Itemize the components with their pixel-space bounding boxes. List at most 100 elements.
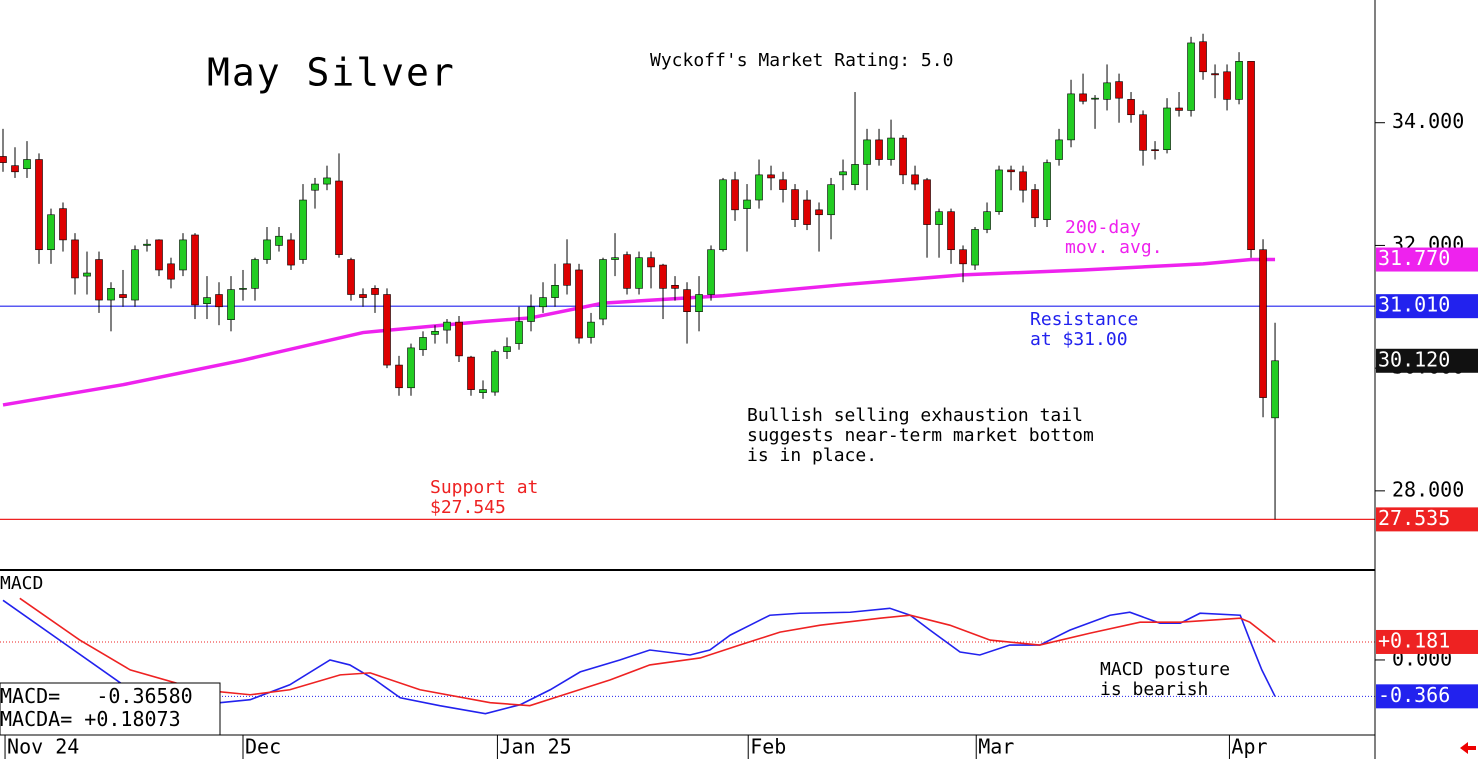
candle-body — [863, 139, 871, 165]
macd-title: MACD — [0, 573, 43, 594]
candle-body — [347, 259, 355, 295]
candle-body — [1259, 249, 1267, 398]
candle-body — [1043, 162, 1051, 220]
candle-body — [119, 294, 127, 298]
candle-body — [503, 346, 511, 352]
candle-body — [227, 289, 235, 320]
scroll-arrow[interactable] — [1460, 742, 1476, 754]
candle-body — [1019, 171, 1027, 191]
candle-body — [815, 209, 823, 216]
candle-body — [167, 263, 175, 280]
candle-body — [479, 389, 487, 393]
price-tag — [1376, 247, 1478, 272]
candle-body — [239, 288, 247, 290]
candle-body — [875, 139, 883, 160]
value-tag-label: -0.366 — [1378, 683, 1450, 707]
x-tick-label: Mar — [978, 735, 1014, 759]
candle-body — [131, 249, 139, 301]
candle-body — [491, 351, 499, 393]
candle-body — [851, 164, 859, 185]
candle-body — [1199, 41, 1207, 73]
candle-body — [1007, 169, 1015, 173]
candle-body — [959, 249, 967, 265]
candle-body — [1067, 93, 1075, 141]
candle-body — [335, 180, 343, 255]
candle-body — [587, 321, 595, 338]
candle-body — [1235, 61, 1243, 100]
candle-body — [1139, 114, 1147, 151]
candle-body — [707, 249, 715, 295]
value-tag — [1376, 684, 1478, 709]
macd-note: MACD posture is bearish — [1100, 659, 1230, 700]
candle-body — [311, 183, 319, 191]
candle-body — [1163, 107, 1171, 151]
candle-body — [971, 229, 979, 266]
price-tag-label: 31.010 — [1378, 293, 1450, 317]
candle-body — [1103, 82, 1111, 100]
candle-body — [731, 179, 739, 211]
candle-body — [947, 211, 955, 251]
candle-body — [383, 294, 391, 366]
candle-body — [11, 165, 19, 173]
candle-body — [299, 199, 307, 260]
candle-body — [1175, 107, 1183, 111]
candle-body — [251, 259, 259, 289]
candle-body — [803, 199, 811, 225]
x-tick-label: Jan 25 — [499, 735, 571, 759]
candle-body — [623, 254, 631, 289]
candle-body — [1211, 73, 1219, 76]
candle-body — [515, 321, 523, 344]
candle-body — [683, 289, 691, 312]
candle-body — [47, 214, 55, 251]
candle-body — [455, 321, 463, 357]
candle-body — [827, 184, 835, 216]
candle-body — [887, 137, 895, 160]
candle-body — [899, 137, 907, 176]
candle-body — [1247, 61, 1255, 251]
candle-body — [791, 189, 799, 220]
x-tick-label: Feb — [750, 735, 786, 759]
candle-body — [923, 179, 931, 225]
candle-body — [179, 239, 187, 271]
price-tag — [1376, 294, 1478, 319]
candle-body — [287, 239, 295, 266]
candle-body — [203, 297, 211, 305]
price-tag-label: 30.120 — [1378, 347, 1450, 371]
candle-body — [551, 285, 559, 298]
tail-note: Bullish selling exhaustion tail suggests … — [747, 405, 1094, 466]
candle-body — [1079, 93, 1087, 102]
price-tag-label: 27.535 — [1378, 506, 1450, 530]
candle-body — [395, 364, 403, 389]
candle-body — [1091, 97, 1099, 100]
price-tag — [1376, 507, 1478, 532]
candle-body — [743, 199, 751, 209]
candle-body — [431, 331, 439, 335]
candle-body — [599, 259, 607, 320]
candle-body — [647, 257, 655, 268]
candle-body — [359, 294, 367, 298]
x-tick-label: Nov 24 — [7, 735, 79, 759]
candle-body — [215, 294, 223, 308]
price-tag — [1376, 348, 1478, 373]
candle-body — [95, 259, 103, 301]
candle-body — [419, 337, 427, 351]
chart-title: May Silver — [207, 51, 456, 95]
candle-body — [407, 347, 415, 389]
candle-body — [539, 297, 547, 308]
plot-area — [0, 33, 1375, 715]
subtitle: Wyckoff's Market Rating: 5.0 — [650, 50, 953, 71]
candle-body — [323, 177, 331, 185]
candle-body — [155, 239, 163, 271]
candle-body — [71, 239, 79, 279]
candle-body — [659, 264, 667, 289]
candle-body — [719, 179, 727, 251]
candle-body — [611, 257, 619, 260]
x-tick-label: Apr — [1231, 735, 1267, 759]
candle-body — [995, 169, 1003, 212]
candle-body — [1055, 139, 1063, 160]
candle-body — [779, 179, 787, 190]
candle-body — [911, 174, 919, 185]
ma-label: 200-day mov. avg. — [1065, 217, 1163, 258]
